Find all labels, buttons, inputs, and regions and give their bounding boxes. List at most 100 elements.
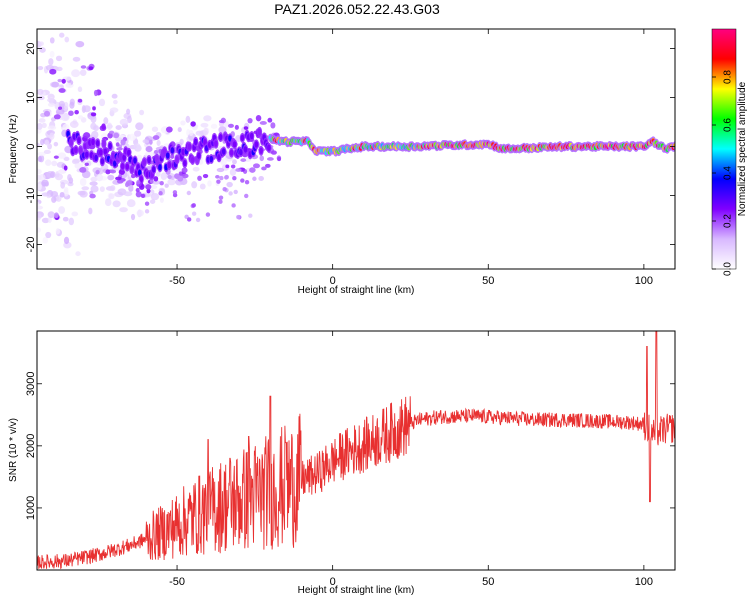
spectrogram-cell [197,175,202,181]
spectrogram-cell [111,93,118,99]
spectrogram-cell [57,152,67,159]
spectrogram-cell [113,132,120,139]
spectrogram-cell [53,114,61,120]
spectrogram-cell [261,166,267,171]
spectrogram-cell [249,132,254,140]
y-tick-label: -20 [25,237,37,253]
spectrogram-cell [277,156,282,162]
spectrogram-cell [258,175,265,182]
spectrogram-cell [40,138,45,146]
spectrogram-cell [247,117,253,124]
spectrogram-cell [142,139,149,144]
spectrogram-cell [165,152,170,159]
spectrogram-cell [135,122,144,131]
spectrogram-cell [235,168,242,172]
spectrogram-cell [82,105,91,113]
spectrogram-cell [136,180,141,185]
spectrogram-cell [226,181,233,188]
spectrogram-cell [225,164,230,169]
spectrogram-cell [58,100,66,108]
y-tick-label: -10 [25,188,37,204]
spectrogram-cell [63,236,70,245]
spectrogram-cell [130,213,136,221]
spectrogram-cell [89,181,98,186]
spectrogram-cell [113,160,117,167]
spectrogram-cell [61,78,66,84]
spectrogram-cell [186,217,192,222]
spectrogram-cell [84,151,89,158]
spectrogram-cell [44,110,51,117]
spectrogram-cell [88,66,94,71]
spectrogram-x-ticks: -50 0 50 100 [169,29,653,287]
colorbar-gradient [711,28,737,270]
spectrogram-cell [51,196,57,203]
spectrogram-cell [51,160,58,167]
colorbar-tick-label: 0.0 [723,262,734,276]
spectrogram-cell [69,120,79,128]
spectrogram-cell [108,142,112,150]
spectrogram-cell [191,203,196,208]
colorbar-label: Normalized spectral amplitude [737,81,748,216]
spectrogram-cell [37,156,43,162]
spectrogram-cell [55,55,63,62]
spectrogram-cell [248,213,253,218]
spectrogram-cell [205,212,211,217]
spectrogram-cell [151,166,156,173]
spectrogram-cell [47,211,55,219]
y-tick-label: 3000 [25,372,37,396]
spectrogram-cell [270,122,276,129]
spectrogram-cell [67,173,72,181]
snr-y-label: SNR (10 * v/v) [8,418,19,482]
spectrogram-cell [126,108,131,115]
spectrogram-cell [127,149,131,157]
spectrogram-cell [249,167,256,173]
spectrogram-cell [55,228,61,235]
spectrogram-cell [47,102,56,107]
spectrogram-cell [236,214,241,220]
spectrogram-cell [37,213,42,221]
spectrogram-cell [186,190,192,196]
spectrogram-cell [257,128,262,136]
spectrogram-cell [62,216,69,222]
spectrogram-cell [47,98,56,103]
spectrogram-cell [130,166,134,173]
spectrogram-cell [216,179,221,184]
spectrogram-cell [81,186,90,191]
spectrogram-cell [95,169,100,175]
snr-x-label: Height of straight line (km) [298,585,415,596]
spectrogram-cell [150,192,160,201]
spectrogram-cell [50,190,59,198]
snr-y-ticks: 1000 2000 3000 [25,372,675,520]
spectrogram-cell [50,171,56,179]
spectrogram-cell [90,176,98,182]
spectrogram-cell [270,150,277,155]
spectrogram-frame [36,28,676,270]
spectrogram-cell [47,143,52,150]
spectrogram-y-label: Frequency (Hz) [8,115,19,184]
spectrogram-cell [210,123,218,129]
spectrogram-cell [137,169,142,176]
spectrogram-cell [105,169,111,175]
spectrogram-cell [195,217,201,223]
spectrogram-cell [63,165,68,171]
spectrogram-cell [44,139,50,146]
spectrogram-cell [164,183,169,188]
spectrogram-cell [159,197,164,203]
spectrogram-cell [227,123,234,128]
spectrogram-cell [144,201,150,206]
spectrogram-cell [233,189,238,195]
spectrogram-cell [142,158,147,166]
spectrogram-cell [91,130,99,139]
spectrogram-cell [115,176,122,181]
spectrogram-cell [255,114,262,122]
x-tick-label: 0 [330,576,336,588]
spectrogram-cell [89,193,96,199]
spectrogram-cell [38,174,46,181]
spectrogram-cell [266,157,274,161]
spectrogram-cell [109,107,119,113]
spectrogram-cell [71,69,81,78]
spectrogram-cell [39,41,44,46]
spectrogram-cell [145,184,152,190]
spectrogram-cell [44,182,49,187]
